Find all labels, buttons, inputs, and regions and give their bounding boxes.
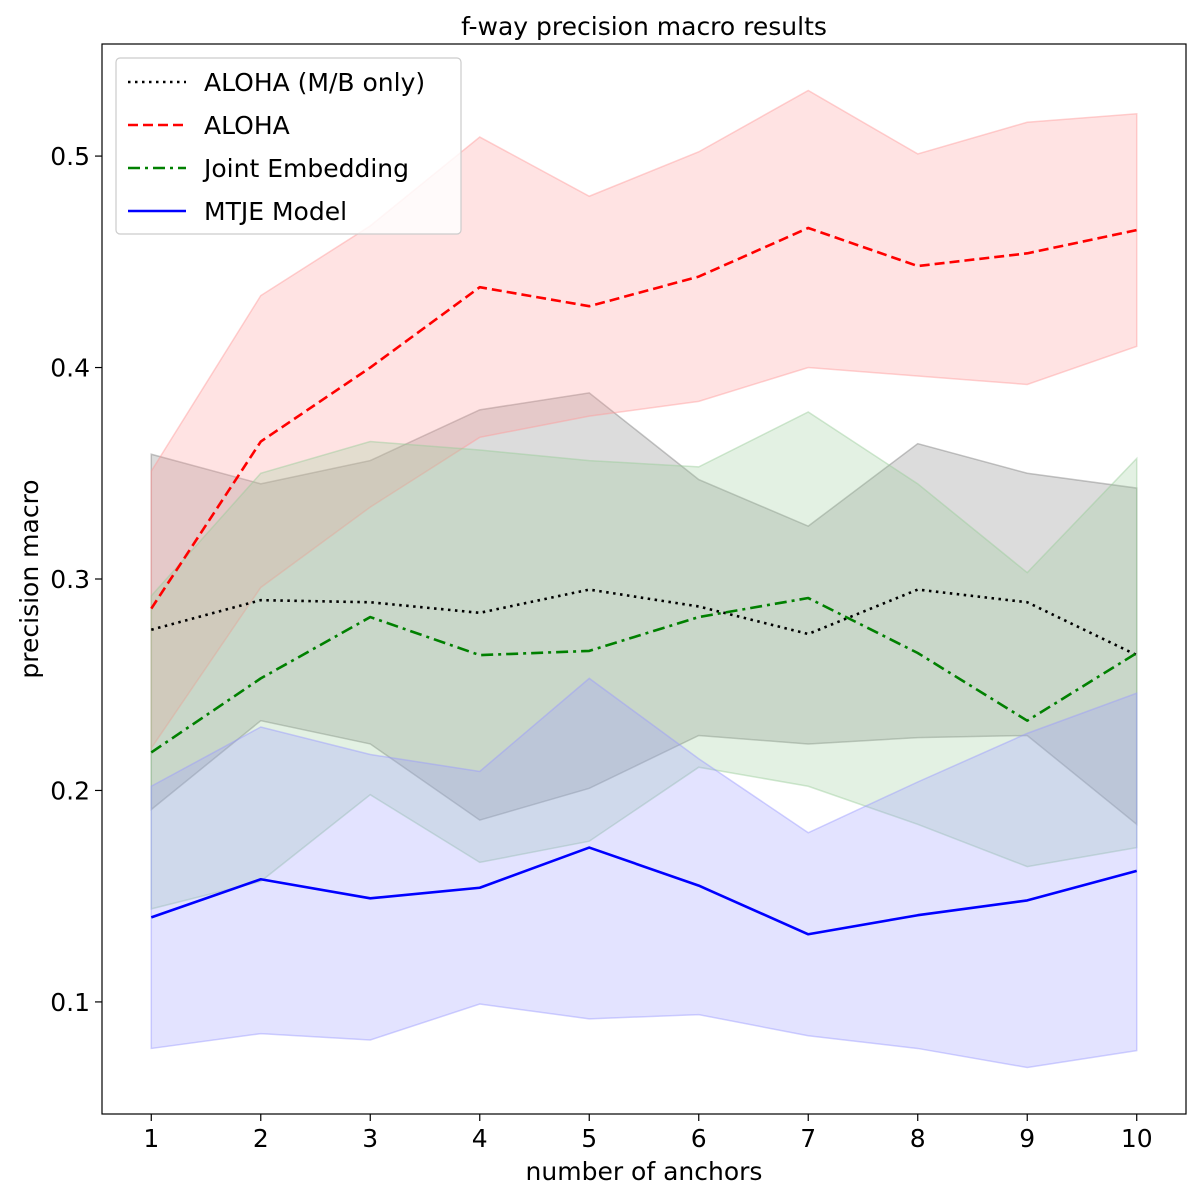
y-tick-label: 0.4 — [50, 354, 90, 383]
chart-title: f-way precision macro results — [461, 12, 827, 41]
confidence-bands — [150, 89, 1138, 1069]
mtje-model-confidence-band — [150, 677, 1138, 1069]
x-tick-label: 9 — [1019, 1124, 1035, 1153]
x-tick-label: 7 — [800, 1124, 816, 1153]
x-tick-label: 4 — [472, 1124, 488, 1153]
x-axis: 1 2 3 4 5 6 7 8 9 10 — [143, 1114, 1153, 1153]
joint-embedding-line — [150, 596, 1138, 754]
legend-label-aloha: ALOHA — [204, 111, 290, 140]
x-tick-label: 3 — [362, 1124, 378, 1153]
aloha-m-b-only-line — [150, 588, 1138, 657]
x-tick-label: 2 — [253, 1124, 269, 1153]
x-tick-label: 10 — [1121, 1124, 1153, 1153]
legend-label-joint-embedding: Joint Embedding — [202, 154, 409, 183]
legend-label-mtje-model: MTJE Model — [204, 197, 347, 226]
aloha-line — [150, 226, 1137, 610]
y-axis-label: precision macro — [15, 479, 44, 678]
x-tick-label: 6 — [691, 1124, 707, 1153]
legend: ALOHA (M/B only) ALOHA Joint Embedding MTJE… — [115, 57, 462, 235]
series-lines — [150, 226, 1138, 936]
aloha-confidence-band — [150, 89, 1138, 751]
legend-label-aloha-m-b-only: ALOHA (M/B only) — [204, 68, 425, 97]
y-tick-label: 0.2 — [50, 776, 90, 805]
y-axis: 0.1 0.2 0.3 0.4 0.5 — [50, 142, 102, 1017]
aloha-m-b-only-confidence-band — [150, 392, 1138, 826]
legend-box — [115, 57, 462, 235]
x-tick-label: 1 — [143, 1124, 159, 1153]
x-tick-label: 5 — [581, 1124, 597, 1153]
mtje-model-line — [150, 846, 1138, 936]
y-tick-label: 0.1 — [50, 988, 90, 1017]
x-tick-label: 8 — [910, 1124, 926, 1153]
x-axis-label: number of anchors — [526, 1157, 763, 1186]
joint-embedding-confidence-band — [150, 411, 1138, 910]
y-tick-label: 0.5 — [50, 142, 90, 171]
y-tick-label: 0.3 — [50, 565, 90, 594]
